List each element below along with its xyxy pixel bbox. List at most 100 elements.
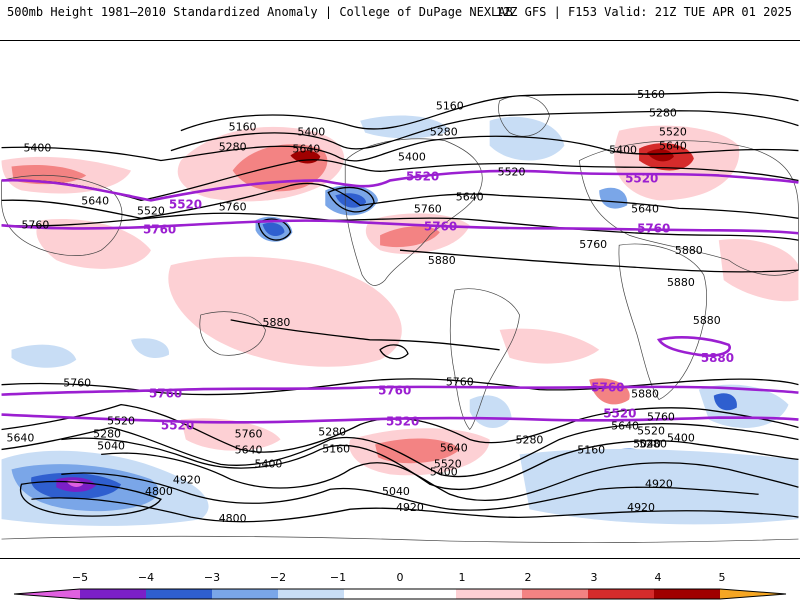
highlight-contour-layer [1, 169, 799, 424]
label-5640-h: 5640 [440, 441, 468, 454]
hl-label-5520-f: 5520 [603, 407, 636, 421]
label-5520-f: 5520 [637, 424, 665, 437]
anomaly-pos-tropical-pacific [168, 256, 402, 367]
label-5760-b: 5760 [219, 200, 247, 213]
anomaly-colorbar: −5 −4 −3 −2 −1 0 1 2 3 4 5 [13, 571, 787, 600]
label-5520-a: 5520 [137, 204, 165, 217]
run-info: 12Z GFS | F153 Valid: 21Z TUE APR 01 202… [495, 5, 792, 19]
label-5760-e: 5760 [63, 377, 91, 390]
anomaly-pos-europe-max [647, 149, 674, 162]
label-5280-c: 5280 [649, 107, 677, 120]
hl-label-5760-a: 5760 [143, 222, 176, 236]
contour-5880-north [399, 249, 799, 273]
coastline-eurasia [578, 140, 799, 276]
label-5640-f: 5640 [7, 431, 35, 444]
label-5400-c: 5400 [398, 151, 426, 164]
anomaly-pos-west-asia-core [11, 164, 87, 185]
contour-5520-north [1, 159, 799, 202]
hl-label-5760-f: 5760 [591, 381, 624, 395]
colorbar-tick-label: 3 [591, 571, 598, 584]
label-5760-h: 5760 [235, 427, 263, 440]
label-5280-f: 5280 [516, 433, 544, 446]
hl-label-5520-b: 5520 [406, 169, 439, 183]
label-5640-d: 5640 [659, 140, 687, 153]
label-4920-b: 4920 [396, 501, 424, 514]
coastline-antarctica [1, 535, 799, 543]
label-5160-a: 5160 [229, 121, 257, 134]
label-4800-b: 4800 [219, 512, 247, 525]
label-5400-g: 5400 [667, 431, 695, 444]
label-5160-c: 5160 [637, 88, 665, 101]
anomaly-pos-south-atlantic [499, 328, 600, 364]
anomaly-map: 5160 5160 5160 5280 5280 5280 5400 5400 … [0, 40, 800, 559]
hl-label-5760-b: 5760 [424, 219, 457, 233]
colorbar-tick-labels: −5 −4 −3 −2 −1 0 1 2 3 4 5 [72, 571, 726, 584]
coastline-africa [618, 243, 707, 401]
contour-5760-north [1, 212, 799, 241]
label-5640-c: 5640 [456, 190, 484, 203]
label-5280-d: 5280 [93, 427, 121, 440]
highlight-5520-south [1, 413, 799, 424]
highlight-5880-tropics [656, 336, 731, 357]
label-5400-b: 5400 [297, 126, 325, 139]
contour-5160-south [101, 452, 799, 501]
colorbar-tick-label: 1 [459, 571, 466, 584]
label-5640-b: 5640 [81, 194, 109, 207]
label-5160-e: 5160 [577, 443, 605, 456]
hl-label-5760-c: 5760 [637, 221, 670, 235]
negative-anomaly-layer [1, 115, 799, 526]
hl-label-5880-a: 5880 [701, 351, 734, 365]
contour-high-tropics [379, 344, 409, 360]
anomaly-pos-india [718, 238, 799, 302]
coastline-east-asia [1, 174, 123, 256]
highlight-label-layer: 5520 5520 5520 5760 5760 5760 5880 5760 … [143, 169, 734, 432]
label-5280-g: 5280 [639, 437, 667, 450]
anomaly-neg-tropical-w [11, 344, 77, 368]
highlight-5760-south [1, 385, 799, 396]
colorbar-tick-label: −2 [270, 571, 286, 584]
colorbar-tick-label: 2 [525, 571, 532, 584]
label-4920-c: 4920 [645, 477, 673, 490]
colorbar-tick-label: 4 [655, 571, 662, 584]
label-5280-b: 5280 [430, 126, 458, 139]
anomaly-neg-tropical-c [131, 338, 170, 359]
colorbar-seg-pos3 [588, 589, 654, 599]
anomaly-pos-s-africa [589, 378, 630, 405]
height-label-layer: 5160 5160 5160 5280 5280 5280 5400 5400 … [7, 88, 721, 525]
anomaly-neg-nw-pacific-core [262, 222, 285, 237]
highlight-5760-north [1, 219, 799, 235]
hl-label-5520-c: 5520 [625, 171, 658, 185]
label-5760-d: 5760 [579, 238, 607, 251]
label-5160-b: 5160 [436, 100, 464, 113]
colorbar-seg-zero [344, 589, 456, 599]
colorbar-seg-neg1 [278, 589, 344, 599]
label-5880-c: 5880 [667, 276, 695, 289]
contour-5880-tropics [230, 319, 500, 351]
anomaly-pos-s-pacific-core [375, 438, 460, 464]
hl-label-5520-d: 5520 [161, 418, 194, 432]
label-5280-a: 5280 [219, 141, 247, 154]
label-5640-e: 5640 [631, 202, 659, 215]
colorbar-seg-pos2 [522, 589, 588, 599]
colorbar-tick-label: −4 [138, 571, 154, 584]
colorbar-tick-label: −5 [72, 571, 88, 584]
label-5880-b: 5880 [675, 244, 703, 257]
colorbar-tick-label: −3 [204, 571, 220, 584]
colorbar-arrow-left [14, 589, 80, 599]
map-title: 500mb Height 1981–2010 Standardized Anom… [7, 5, 513, 19]
colorbar-tick-label: −1 [330, 571, 346, 584]
contour-5280-south [61, 437, 799, 491]
colorbar-segments [13, 588, 787, 600]
anomaly-pos-na-plains-core [380, 226, 440, 248]
label-5400-e: 5400 [255, 457, 283, 470]
label-5520-b: 5520 [498, 165, 526, 178]
hl-label-5520-a: 5520 [169, 197, 202, 211]
label-5040-b: 5040 [382, 485, 410, 498]
contour-5400-north [1, 135, 799, 162]
colorbar-arrow-right [720, 589, 786, 599]
label-5880-f: 5880 [631, 388, 659, 401]
label-5160-d: 5160 [322, 442, 350, 455]
anomaly-pos-s-indian [180, 418, 281, 451]
label-4920-d: 4920 [627, 501, 655, 514]
contour-5760-south [1, 378, 799, 396]
